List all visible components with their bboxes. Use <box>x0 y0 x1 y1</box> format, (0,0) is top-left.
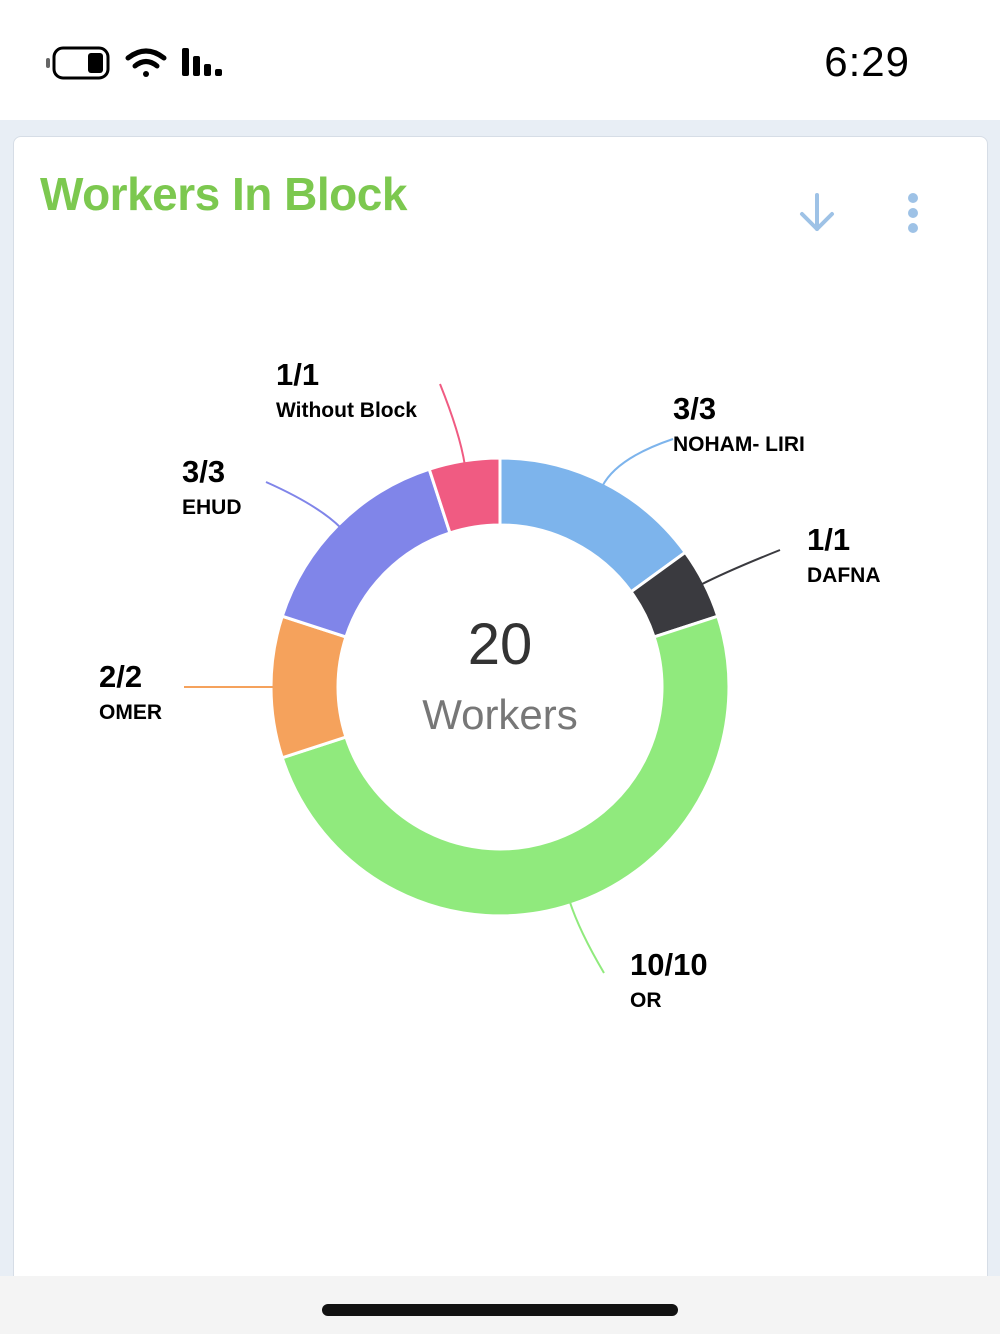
home-indicator[interactable] <box>322 1304 678 1316</box>
slice-name-label: NOHAM- LIRI <box>673 433 805 456</box>
slice-ratio-label: 2/2 <box>99 659 142 694</box>
donut-slice[interactable] <box>280 467 452 639</box>
workers-donut-chart: 3/3 NOHAM- LIRI 1/1 DAFNA 10/10 OR 2/2 OMER 3/3 E… <box>99 357 881 1012</box>
card-title: Workers In Block <box>40 168 407 220</box>
center-total-value: 20 <box>468 612 533 677</box>
slice-ratio-label: 3/3 <box>673 391 716 426</box>
status-icons <box>46 46 222 80</box>
donut-slice[interactable] <box>280 614 731 918</box>
slice-connector-line <box>265 481 342 529</box>
slice-name-label: Without Block <box>276 399 417 422</box>
slice-ratio-label: 3/3 <box>182 454 225 489</box>
slice-connector-line <box>568 900 605 974</box>
slice-name-label: DAFNA <box>807 564 881 587</box>
donut-slice[interactable] <box>427 456 502 535</box>
more-vertical-icon[interactable] <box>898 189 928 239</box>
slice-ratio-label: 1/1 <box>807 522 850 557</box>
status-time: 6:29 <box>824 38 910 85</box>
donut-slice[interactable] <box>269 614 348 760</box>
slice-connector-line <box>700 549 781 586</box>
center-total-label: Workers <box>422 691 578 738</box>
status-bar: 6:29 <box>0 0 1000 120</box>
download-icon[interactable] <box>792 189 842 239</box>
slice-connector-line <box>439 383 466 465</box>
slice-name-label: OMER <box>99 701 162 724</box>
slice-name-label: EHUD <box>182 496 242 519</box>
workers-in-block-card: Workers In Block 3/3 NOHAM- LIRI 1/1 DAFNA 1… <box>13 136 988 1288</box>
slice-ratio-label: 10/10 <box>630 947 708 982</box>
slice-connector-line <box>601 438 674 487</box>
slice-ratio-label: 1/1 <box>276 357 319 392</box>
slice-name-label: OR <box>630 989 662 1012</box>
wifi-icon <box>125 48 167 77</box>
battery-icon <box>46 46 110 80</box>
signal-icon <box>182 48 222 76</box>
